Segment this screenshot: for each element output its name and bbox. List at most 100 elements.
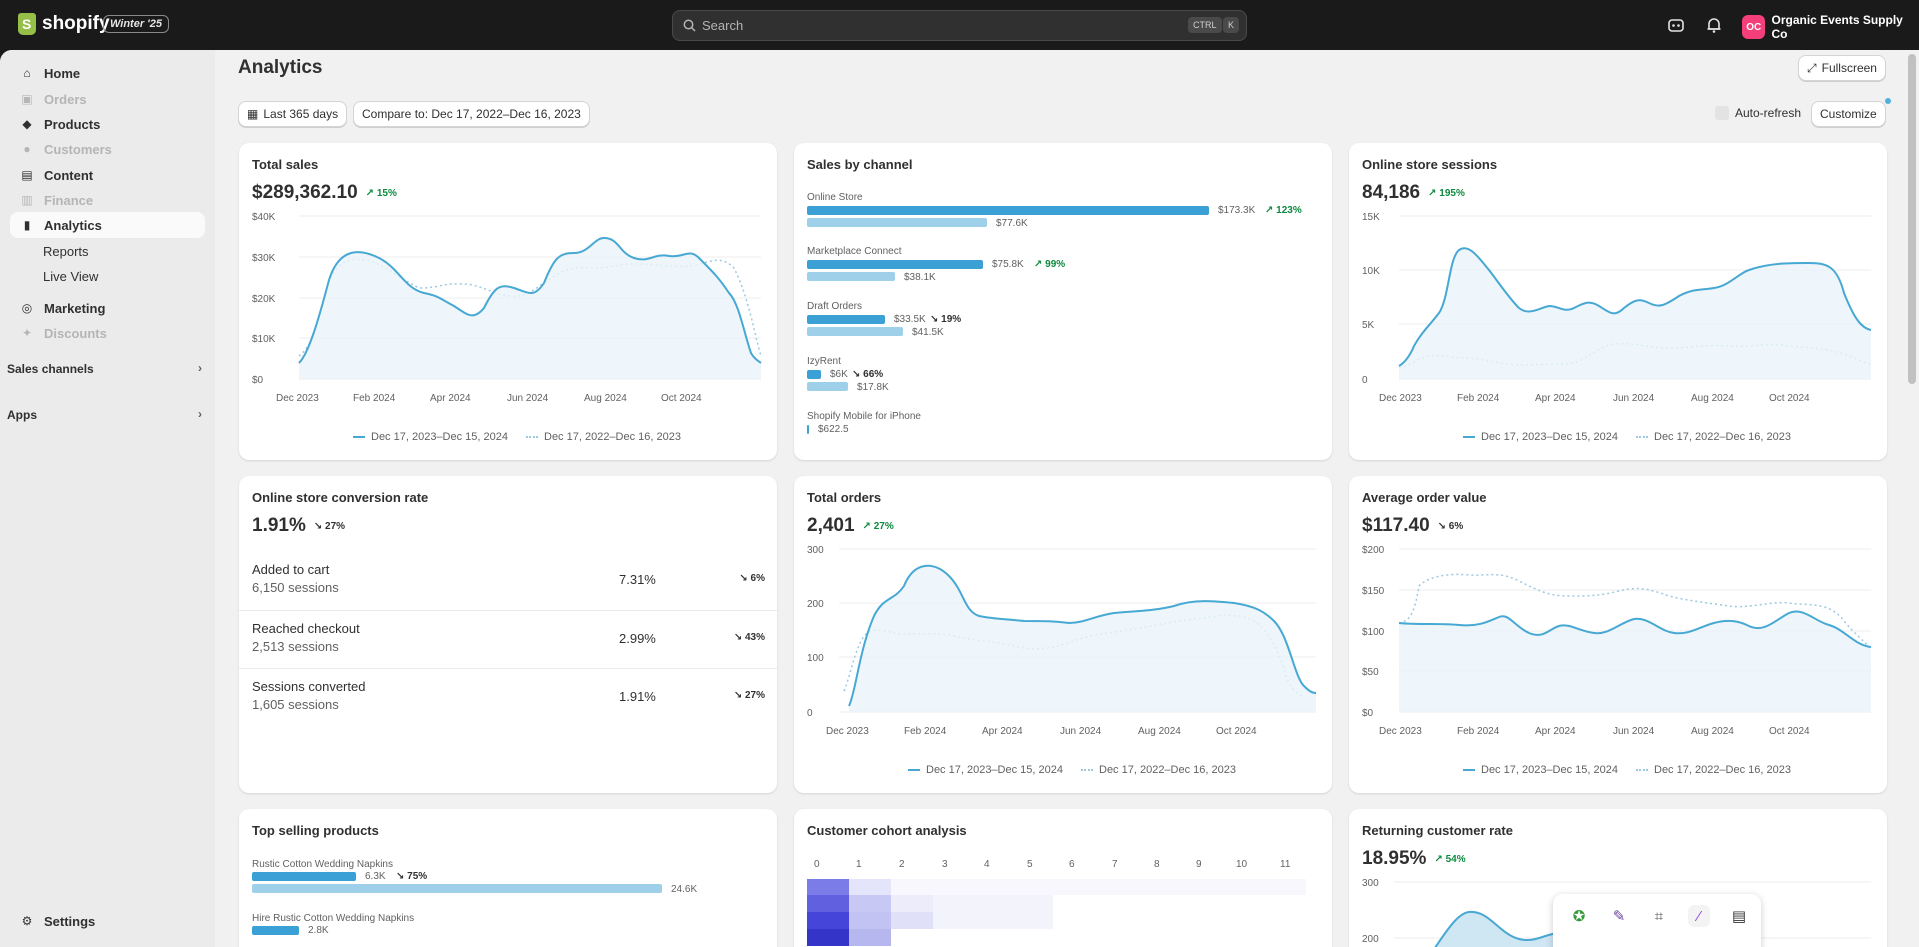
metric-delta: ↘ 6% <box>1437 520 1464 532</box>
metric-value: $289,362.10 <box>252 182 358 203</box>
legend-current: Dec 17, 2023–Dec 15, 2024 <box>371 431 508 443</box>
sidebar-item-products[interactable]: ◆ Products <box>10 111 205 137</box>
target-icon: ◎ <box>21 301 33 315</box>
y-tick: $200 <box>1362 545 1385 556</box>
shield-check-icon[interactable]: ✪ <box>1572 908 1586 925</box>
nav-label: Products <box>44 116 101 132</box>
total-orders-card[interactable]: Total orders 2,401 ↗ 27% 300 200 100 0 De… <box>794 476 1332 793</box>
conversion-rate-card[interactable]: Online store conversion rate 1.91% ↘ 27% … <box>239 476 777 793</box>
auto-refresh-checkbox[interactable] <box>1715 106 1729 120</box>
channel-previous-bar <box>807 327 903 336</box>
y-tick: 15K <box>1362 212 1380 223</box>
top-products-card[interactable]: Top selling products Rustic Cotton Weddi… <box>239 809 777 947</box>
calendar-icon: ▦ <box>247 107 259 121</box>
y-tick: $20K <box>252 294 276 305</box>
product-delta: ↘ 75% <box>396 871 428 882</box>
top-bar: shopify Winter '25 Search CTRL K OC Orga… <box>0 0 1919 50</box>
step-sessions: 1,605 sessions <box>252 697 339 712</box>
average-order-value-card[interactable]: Average order value $117.40 ↘ 6% $200 $15… <box>1349 476 1887 793</box>
channel-previous-value: $17.8K <box>857 382 889 393</box>
customize-button[interactable]: Customize <box>1811 101 1886 127</box>
notification-dot <box>1885 98 1891 104</box>
aov-value: $117.40 ↘ 6% <box>1362 515 1463 537</box>
scrollbar-thumb[interactable] <box>1908 54 1916 384</box>
sidebar-item-analytics[interactable]: ▮ Analytics <box>10 212 205 238</box>
channel-previous-value: $41.5K <box>912 327 944 338</box>
auto-refresh-toggle[interactable]: Auto-refresh <box>1715 106 1801 120</box>
product-previous-value: 24.6K <box>671 884 698 895</box>
conversion-step-row: Reached checkout 2,513 sessions 2.99% ↘ … <box>239 610 777 668</box>
channel-name: Marketplace Connect <box>807 246 902 257</box>
y-tick: $150 <box>1362 586 1385 597</box>
sales-by-channel-card[interactable]: Sales by channel Online Store $173.3K ↗ … <box>794 143 1332 460</box>
x-tick: Feb 2024 <box>1457 393 1500 404</box>
cohort-col-label: 1 <box>856 859 862 870</box>
cohort-col-label: 3 <box>942 859 948 870</box>
sidebar-item-reports[interactable]: Reports <box>43 244 89 259</box>
y-tick: $40K <box>252 212 276 223</box>
returning-value: 18.95% ↗ 54% <box>1362 848 1466 870</box>
x-tick: Dec 2023 <box>1379 393 1422 404</box>
sidebar-item-live-view[interactable]: Live View <box>43 269 99 284</box>
channel-current-value: $75.8K <box>992 259 1024 270</box>
grid-icon[interactable]: ⌗ <box>1654 907 1664 925</box>
x-tick: Aug 2024 <box>584 393 627 404</box>
extensions-popup: ✪ ✎ ⌗ ⁄ ▤ ⚠ <box>1553 894 1761 947</box>
channel-previous-value: $77.6K <box>996 218 1028 229</box>
total-sales-card[interactable]: Total sales $289,362.10 ↗ 15% $40K $30K $… <box>239 143 777 460</box>
sidebar-item-customers[interactable]: ● Customers <box>10 136 205 162</box>
legend-previous-swatch <box>1636 436 1648 439</box>
total-sales-value: $289,362.10 ↗ 15% <box>252 182 397 204</box>
date-range-button[interactable]: ▦ Last 365 days <box>238 101 348 127</box>
y-tick: 300 <box>807 545 824 556</box>
page-scrollbar[interactable] <box>1905 50 1919 947</box>
sidebar-item-marketing[interactable]: ◎ Marketing <box>10 295 205 321</box>
orders-icon: ▣ <box>21 92 33 106</box>
feather-icon[interactable]: ⁄ <box>1688 905 1710 927</box>
sidebar-item-home[interactable]: ⌂ Home <box>10 60 205 86</box>
product-current-value: 6.3K <box>365 871 386 882</box>
cohort-cell <box>807 895 849 912</box>
x-tick: Apr 2024 <box>1535 726 1576 737</box>
sidebar-item-finance[interactable]: ▥ Finance <box>10 187 205 213</box>
shopify-bag-icon <box>18 13 36 35</box>
online-sessions-card[interactable]: Online store sessions 84,186 ↗ 195% 15K 1… <box>1349 143 1887 460</box>
store-switcher[interactable]: OC Organic Events Supply Co <box>1742 13 1919 41</box>
metric-value: 1.91% <box>252 515 306 536</box>
sidebar-item-discounts[interactable]: ✦ Discounts <box>10 320 205 346</box>
compare-button[interactable]: Compare to: Dec 17, 2022–Dec 16, 2023 <box>353 101 590 127</box>
channel-current-value: $33.5K <box>894 314 926 325</box>
sidebar-section-sales-channels[interactable]: Sales channels › <box>7 361 202 376</box>
x-tick: Apr 2024 <box>982 726 1023 737</box>
current-series-area <box>1399 248 1871 379</box>
current-series-line <box>1398 610 1872 648</box>
total-orders-chart: 300 200 100 0 Dec 2023 Feb 2024 Apr 2024… <box>807 545 1317 737</box>
sidekick-icon[interactable] <box>1666 15 1686 35</box>
metric-delta: ↘ 27% <box>313 520 346 532</box>
fullscreen-button[interactable]: ⤢ Fullscreen <box>1798 55 1886 81</box>
x-tick: Jun 2024 <box>1613 393 1655 404</box>
extension-badge-icon[interactable]: ✎ <box>1612 908 1626 925</box>
main-content: Analytics ⤢ Fullscreen ▦ Last 365 days Com… <box>215 50 1905 947</box>
trash-icon[interactable]: ▤ <box>1731 908 1747 925</box>
sidebar-section-apps[interactable]: Apps › <box>7 407 202 422</box>
sidebar-item-settings[interactable]: ⚙ Settings <box>10 908 205 934</box>
cohort-analysis-card[interactable]: Customer cohort analysis 0 1 2 3 4 5 6 7… <box>794 809 1332 947</box>
card-title: Returning customer rate <box>1362 823 1513 838</box>
shopify-logo[interactable]: shopify <box>18 13 110 35</box>
channel-delta: ↘ 66% <box>852 369 884 380</box>
step-sessions: 2,513 sessions <box>252 639 339 654</box>
chart-legend: Dec 17, 2023–Dec 15, 2024 Dec 17, 2022–De… <box>794 764 1332 776</box>
button-label: Compare to: Dec 17, 2022–Dec 16, 2023 <box>362 107 581 121</box>
metric-value: 2,401 <box>807 515 855 536</box>
search-bar[interactable]: Search CTRL K <box>672 10 1247 41</box>
legend-current: Dec 17, 2023–Dec 15, 2024 <box>1481 431 1618 443</box>
nav-label: Analytics <box>44 217 102 233</box>
sidebar-item-content[interactable]: ▤ Content <box>10 162 205 188</box>
legend-previous-swatch <box>526 436 538 439</box>
home-icon: ⌂ <box>23 66 31 80</box>
bell-icon[interactable] <box>1704 15 1724 35</box>
x-tick: Feb 2024 <box>904 726 947 737</box>
sidebar-item-orders[interactable]: ▣ Orders <box>10 86 205 112</box>
cohort-cell <box>807 912 849 929</box>
